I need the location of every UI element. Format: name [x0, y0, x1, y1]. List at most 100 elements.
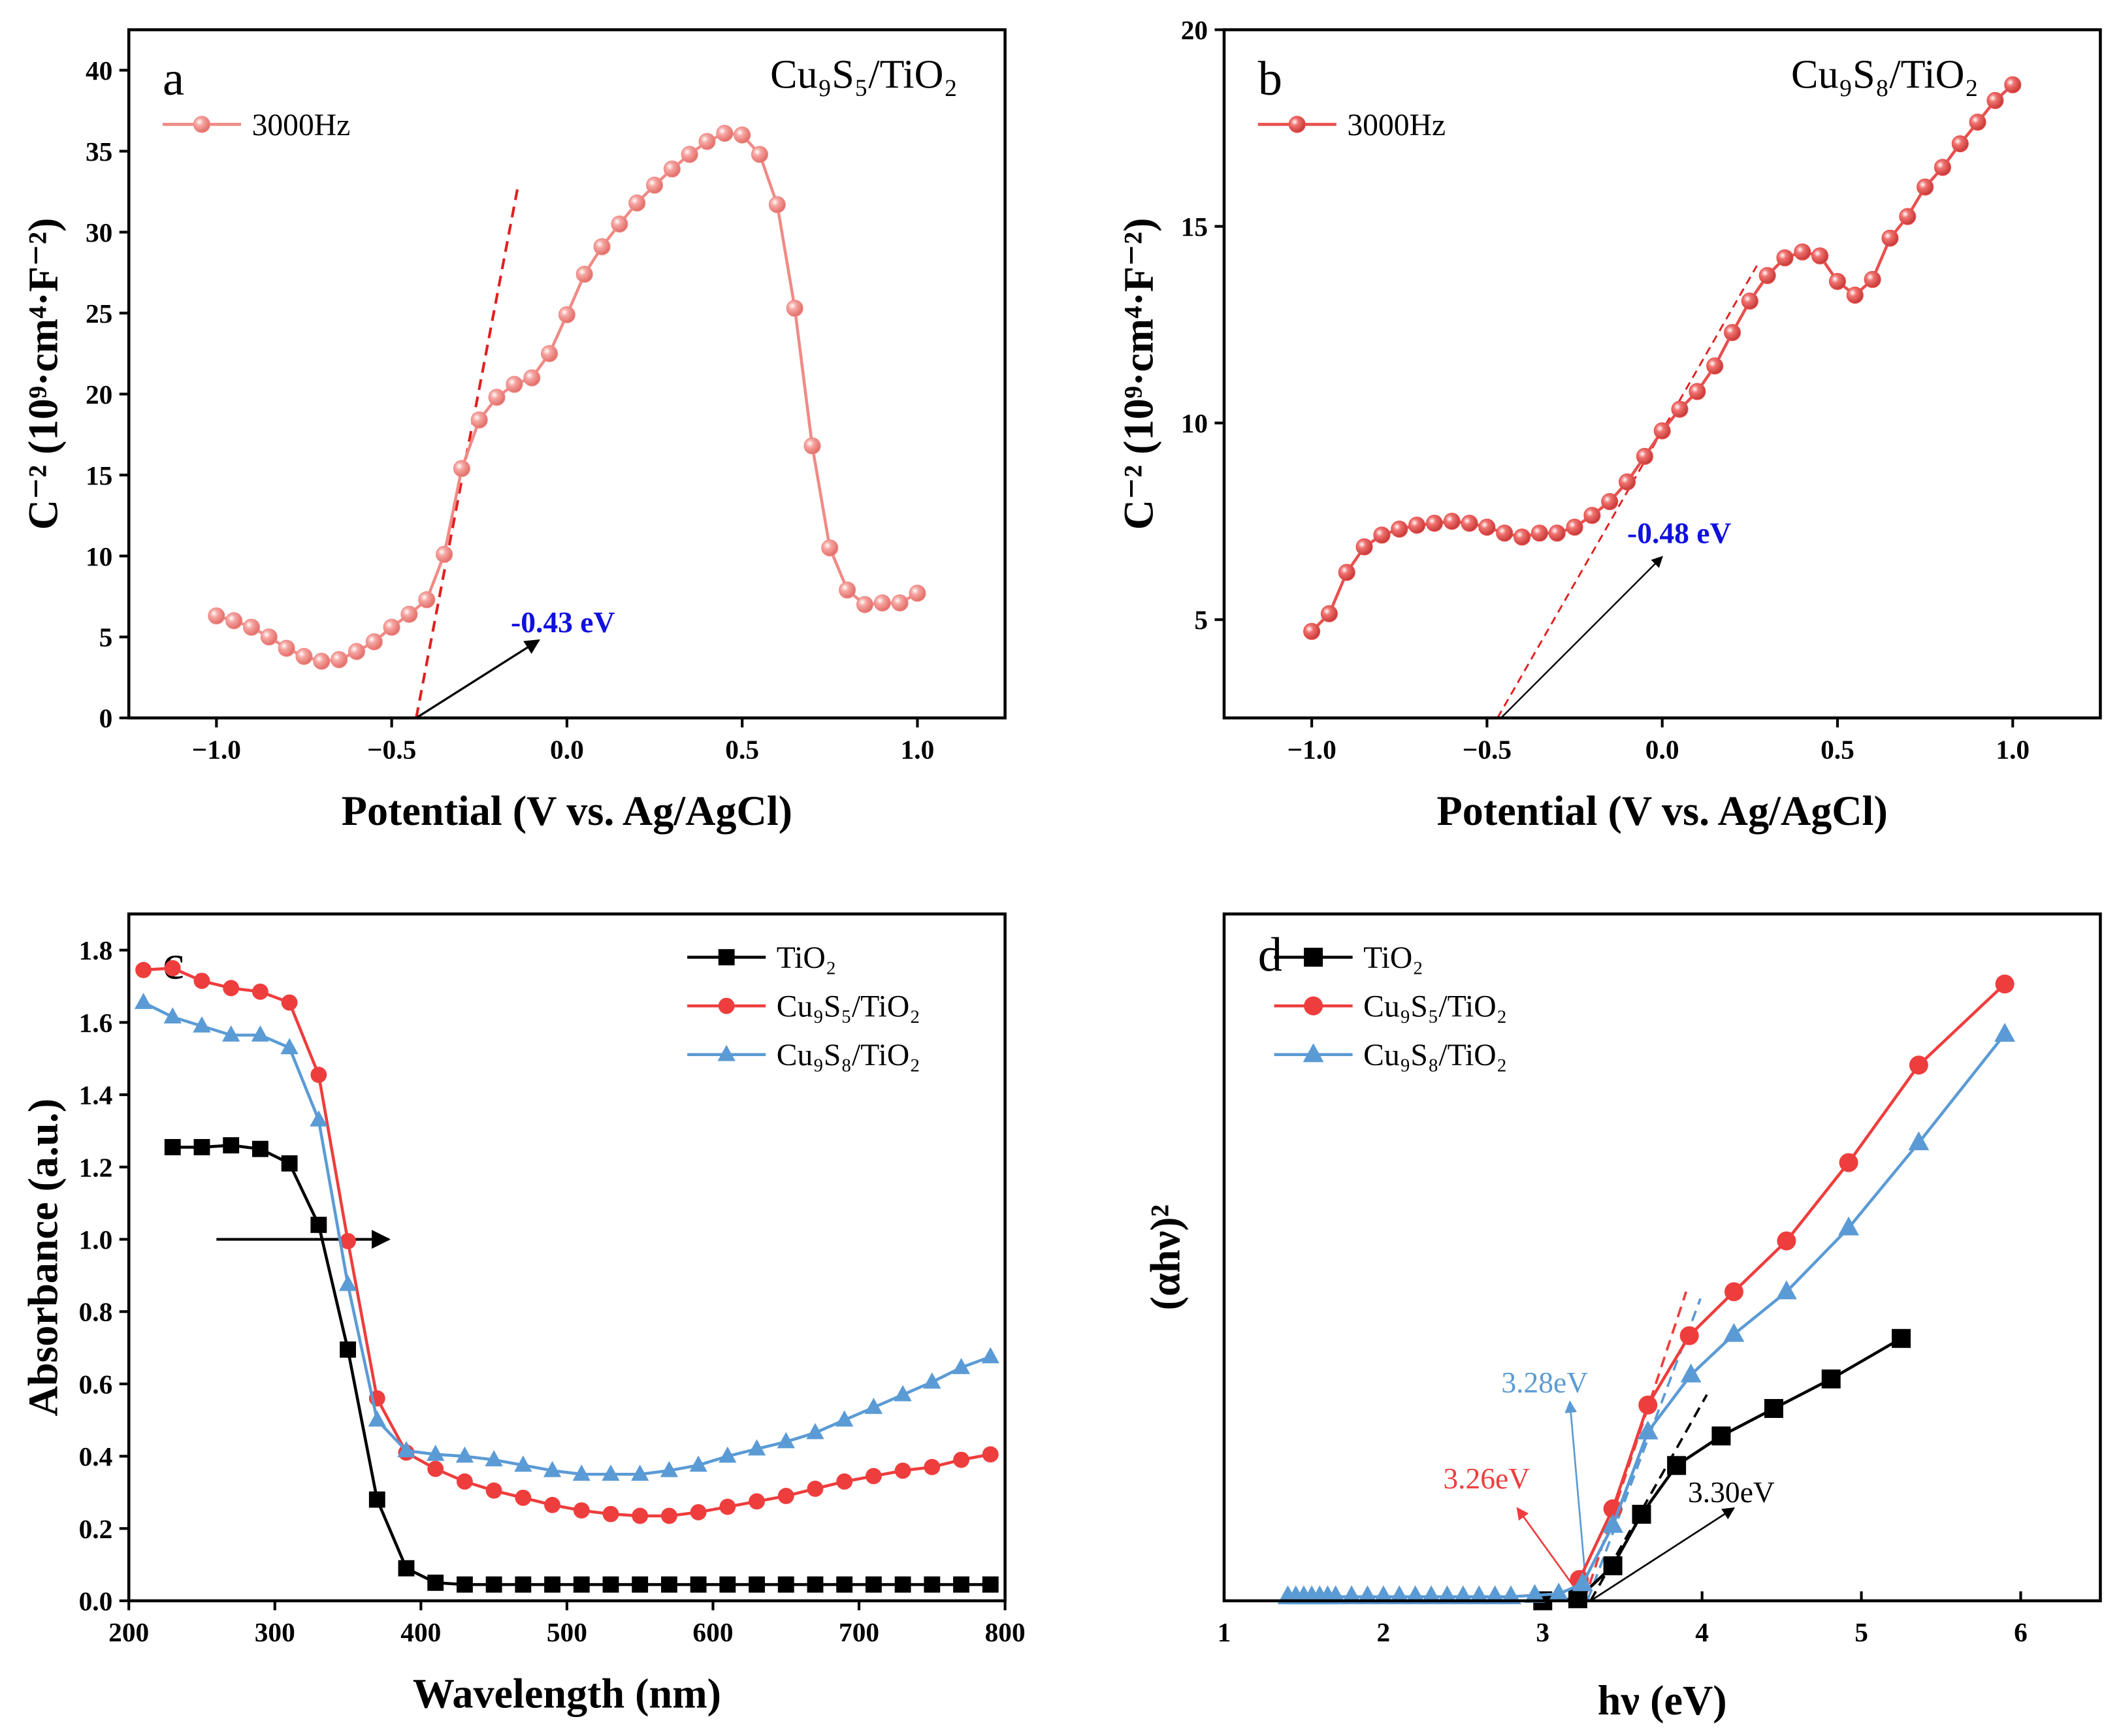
panel-c-uv-vis-absorbance: 200 300 400 500 600 700 800 0.0 0.2 0.4 0.6 0.8 1.0 1… [20, 912, 1026, 1717]
data-point-1 [427, 1460, 444, 1477]
y-tick-label: 20 [86, 379, 112, 410]
data-point-2 [952, 1358, 971, 1374]
data-point-1 [836, 1473, 853, 1490]
y-tick-label: 0.8 [79, 1297, 113, 1327]
data-point-1 [515, 1489, 532, 1506]
y-axis-title: C⁻² (10⁹·cm⁴·F⁻²) [20, 217, 66, 530]
data-point-0 [1566, 519, 1583, 536]
legend-marker [718, 997, 735, 1014]
x-tick-label: 400 [400, 1617, 441, 1647]
data-point-1 [632, 1507, 649, 1524]
y-tick-label: 0.4 [79, 1441, 113, 1471]
data-point-2 [1775, 1280, 1797, 1300]
data-point-0 [453, 460, 470, 477]
data-point-0 [719, 1576, 736, 1593]
data-point-2 [689, 1455, 707, 1472]
data-point-0 [1530, 524, 1548, 542]
data-point-0 [2004, 76, 2022, 93]
data-point-0 [1764, 1399, 1783, 1419]
y-tick-label: 10 [1181, 408, 1208, 438]
data-point-2 [894, 1385, 912, 1402]
data-point-1 [544, 1496, 560, 1513]
data-point-1 [573, 1502, 590, 1519]
data-point-2 [1838, 1216, 1859, 1236]
data-point-1 [719, 1498, 736, 1515]
x-tick-label: 300 [255, 1617, 295, 1647]
x-tick-label: 0.0 [1645, 734, 1679, 764]
legend-label: Cu₉S₈/TiO₂ [777, 1038, 920, 1072]
data-point-0 [786, 299, 803, 317]
x-tick-label: 500 [547, 1617, 587, 1647]
legend-marker [718, 949, 735, 966]
x-tick-label: 600 [692, 1617, 733, 1647]
data-point-0 [909, 585, 926, 602]
data-point-1 [1724, 1282, 1743, 1302]
data-point-2 [981, 1347, 999, 1364]
data-point-0 [400, 605, 418, 623]
y-tick-label: 25 [86, 298, 112, 329]
data-point-0 [575, 265, 593, 283]
x-tick-label: 6 [2014, 1617, 2028, 1647]
data-point-2 [1723, 1323, 1745, 1342]
x-tick-label: 0.0 [550, 734, 584, 764]
data-point-1 [1995, 974, 2015, 994]
y-tick-label: 0.6 [79, 1369, 113, 1399]
data-point-2 [134, 993, 153, 1009]
band-gap-label-cu9s5: 3.26eV [1443, 1462, 1530, 1495]
data-point-0 [573, 1576, 590, 1593]
data-point-1 [749, 1493, 765, 1510]
data-point-0 [663, 160, 681, 178]
band-gap-label-cu9s8: 3.28eV [1501, 1366, 1588, 1399]
y-tick-label: 1.8 [79, 935, 113, 965]
data-point-1 [135, 961, 152, 978]
data-point-1 [660, 1507, 677, 1524]
x-tick-label: 2 [1377, 1617, 1391, 1647]
data-point-0 [865, 1576, 882, 1593]
data-point-2 [397, 1441, 415, 1458]
data-point-0 [208, 607, 225, 625]
plot-frame [127, 28, 1007, 720]
data-point-0 [515, 1576, 532, 1593]
annotation-arrow-tio2 [1590, 1507, 1736, 1602]
data-point-0 [281, 1155, 298, 1172]
data-point-0 [1667, 1456, 1687, 1475]
data-point-0 [456, 1576, 473, 1593]
x-tick-label: 700 [839, 1617, 879, 1647]
data-point-2 [631, 1464, 649, 1481]
data-point-0 [1338, 564, 1355, 581]
x-tick-label: −1.0 [192, 734, 241, 764]
data-point-0 [751, 146, 769, 163]
data-point-2 [835, 1410, 854, 1427]
y-tick-label: 1.4 [79, 1080, 113, 1110]
data-point-0 [1892, 1328, 1911, 1348]
data-point-0 [593, 238, 611, 255]
data-point-1 [1839, 1153, 1858, 1172]
x-tick-label: 1.0 [1996, 734, 2030, 764]
legend-marker [717, 1044, 736, 1061]
data-point-0 [660, 1576, 677, 1593]
data-point-0 [698, 133, 716, 150]
data-point-0 [340, 1341, 356, 1358]
data-point-0 [523, 369, 541, 387]
data-point-0 [982, 1576, 999, 1593]
data-point-0 [1583, 507, 1601, 524]
data-point-0 [821, 539, 839, 556]
data-point-2 [368, 1410, 386, 1427]
y-tick-label: 1.0 [79, 1225, 113, 1255]
x-axis-title: Potential (V vs. Ag/AgCl) [342, 788, 792, 834]
data-point-0 [1711, 1426, 1731, 1446]
legend-marker [1303, 1043, 1324, 1063]
x-tick-label: 0.5 [1821, 734, 1854, 764]
data-point-1 [807, 1480, 824, 1497]
data-point-0 [924, 1576, 941, 1593]
data-point-0 [777, 1576, 794, 1593]
data-point-0 [1934, 159, 1951, 176]
data-point-1 [953, 1451, 969, 1468]
data-point-0 [1864, 270, 1881, 288]
data-point-0 [807, 1576, 824, 1593]
data-point-0 [1408, 517, 1426, 534]
data-point-0 [193, 1138, 210, 1155]
x-tick-label: −0.5 [367, 734, 416, 764]
legend-marker [1288, 116, 1306, 133]
